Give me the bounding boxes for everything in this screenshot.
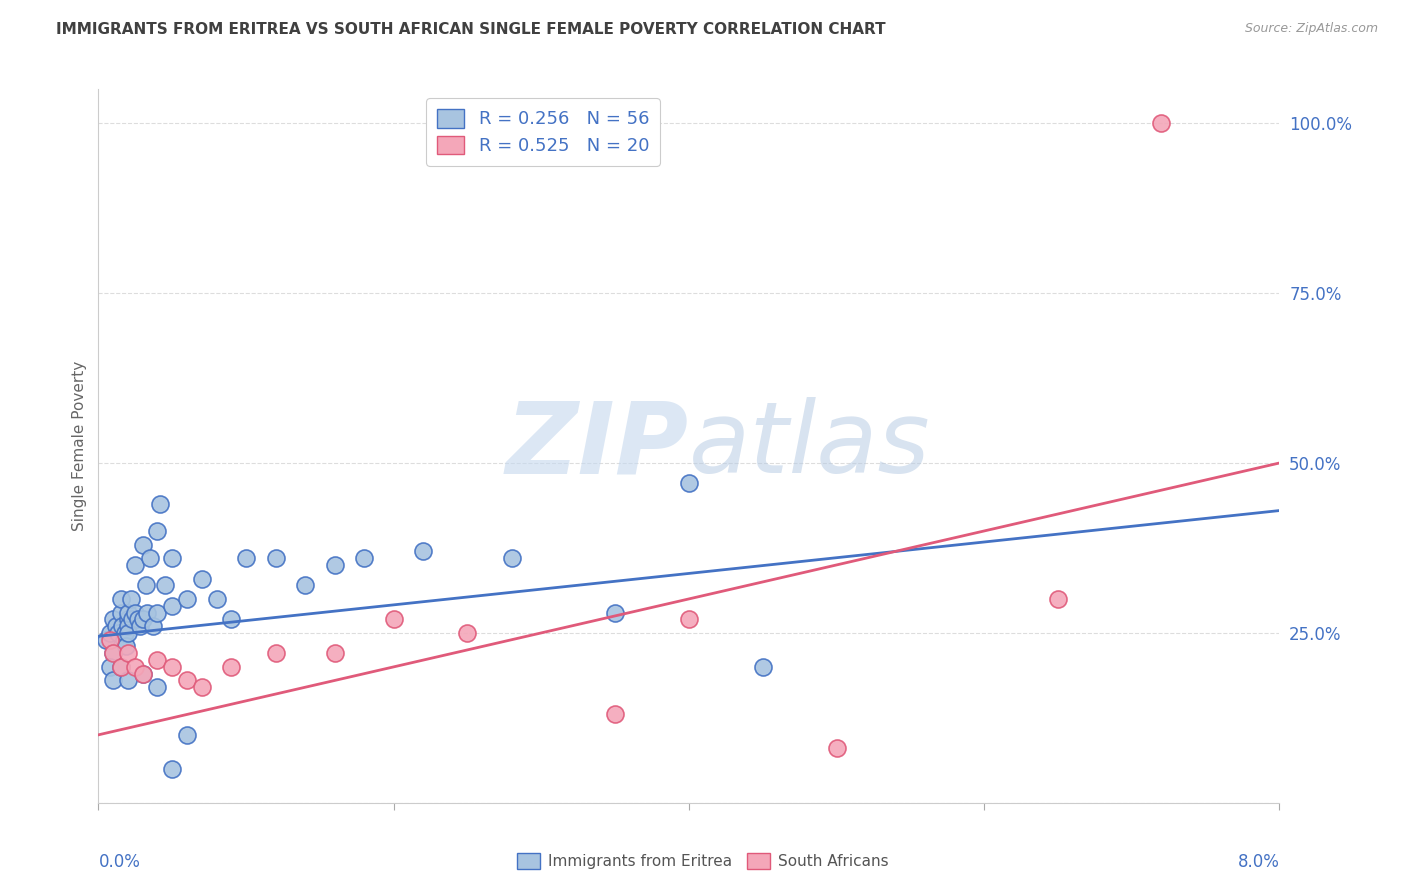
Point [111, 619, 134, 633]
Point [110, 660, 132, 674]
Point [294, 578, 316, 592]
Text: Source: ZipAtlas.com: Source: ZipAtlas.com [1244, 22, 1378, 36]
Point [110, 606, 132, 620]
Point [146, 524, 169, 538]
Point [103, 646, 124, 660]
Point [153, 578, 176, 592]
Point [98, 626, 121, 640]
Point [135, 578, 157, 592]
Point [117, 612, 139, 626]
Point [103, 673, 124, 688]
Point [98, 632, 121, 647]
Point [323, 558, 346, 572]
Point [751, 660, 773, 674]
Point [132, 666, 155, 681]
Point [191, 680, 214, 694]
Point [115, 640, 138, 654]
Point [205, 591, 228, 606]
Point [191, 572, 214, 586]
Point [176, 728, 198, 742]
Point [142, 619, 165, 633]
Point [98, 660, 121, 674]
Point [107, 626, 129, 640]
Point [323, 646, 346, 660]
Point [1046, 591, 1069, 606]
Point [132, 666, 155, 681]
Point [501, 551, 523, 566]
Point [139, 551, 162, 566]
Point [117, 673, 139, 688]
Point [117, 619, 139, 633]
Point [112, 632, 135, 647]
Point [146, 653, 169, 667]
Text: IMMIGRANTS FROM ERITREA VS SOUTH AFRICAN SINGLE FEMALE POVERTY CORRELATION CHART: IMMIGRANTS FROM ERITREA VS SOUTH AFRICAN… [56, 22, 886, 37]
Point [176, 591, 198, 606]
Text: 0.0%: 0.0% [98, 853, 141, 871]
Point [1150, 116, 1173, 130]
Point [678, 612, 700, 626]
Point [149, 497, 172, 511]
Point [94, 632, 117, 647]
Text: ZIP: ZIP [506, 398, 689, 494]
Point [162, 762, 183, 776]
Legend: R = 0.256   N = 56, R = 0.525   N = 20: R = 0.256 N = 56, R = 0.525 N = 20 [426, 98, 659, 166]
Point [128, 619, 150, 633]
Point [124, 558, 146, 572]
Point [110, 660, 132, 674]
Point [105, 619, 128, 633]
Point [456, 626, 478, 640]
Y-axis label: Single Female Poverty: Single Female Poverty [72, 361, 87, 531]
Point [162, 660, 183, 674]
Point [124, 606, 146, 620]
Point [117, 606, 139, 620]
Point [103, 612, 124, 626]
Point [146, 606, 169, 620]
Point [103, 646, 124, 660]
Text: 8.0%: 8.0% [1237, 853, 1279, 871]
Point [235, 551, 257, 566]
Point [353, 551, 375, 566]
Point [605, 707, 627, 722]
Point [117, 626, 139, 640]
Point [114, 626, 136, 640]
Point [219, 660, 242, 674]
Point [678, 476, 700, 491]
Point [162, 599, 183, 613]
Point [132, 612, 155, 626]
Point [176, 673, 198, 688]
Point [132, 537, 155, 551]
Point [382, 612, 405, 626]
Point [264, 551, 287, 566]
Point [136, 606, 159, 620]
Point [825, 741, 848, 756]
Legend: Immigrants from Eritrea, South Africans: Immigrants from Eritrea, South Africans [512, 847, 894, 875]
Point [121, 612, 143, 626]
Point [605, 606, 627, 620]
Point [146, 680, 169, 694]
Point [117, 646, 139, 660]
Point [127, 612, 149, 626]
Point [124, 660, 146, 674]
Point [219, 612, 242, 626]
Text: atlas: atlas [689, 398, 931, 494]
Point [264, 646, 287, 660]
Point [412, 544, 434, 558]
Point [162, 551, 183, 566]
Point [110, 591, 132, 606]
Point [120, 591, 142, 606]
